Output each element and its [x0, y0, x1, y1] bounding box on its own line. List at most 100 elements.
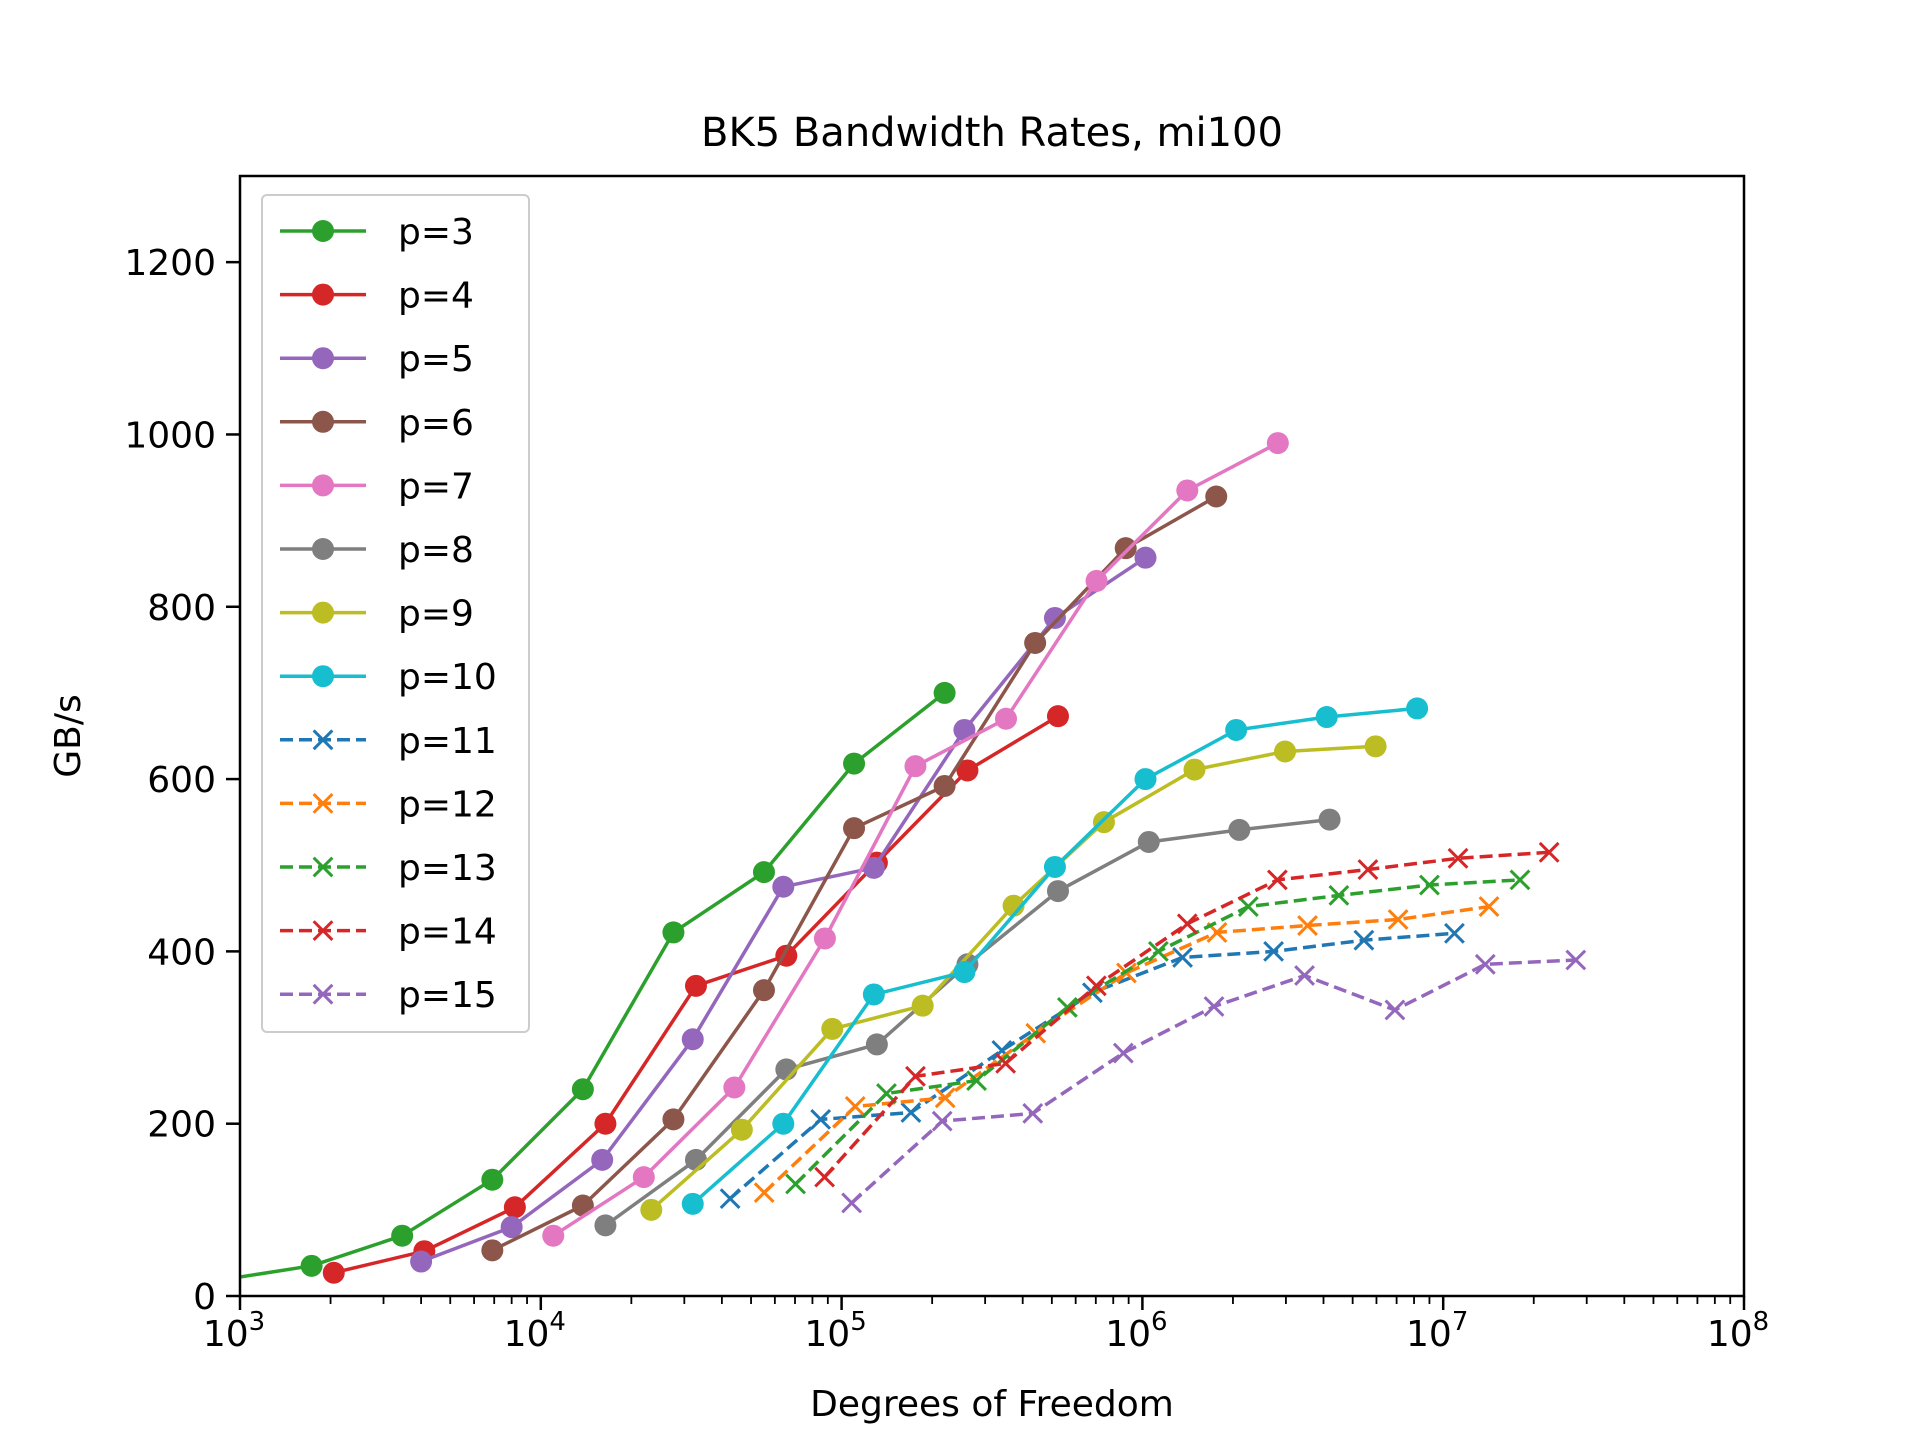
- data-point: [312, 729, 334, 751]
- legend-frame: [261, 194, 530, 1033]
- data-point: [905, 1065, 926, 1087]
- data-point: [662, 921, 685, 944]
- data-point: [1384, 999, 1406, 1021]
- data-point: [1509, 869, 1531, 891]
- legend-label: p=5: [398, 339, 474, 380]
- data-point: [1085, 975, 1107, 997]
- data-point: [814, 1166, 836, 1188]
- x-tick-base: 10: [203, 1314, 249, 1355]
- data-point: [591, 1148, 614, 1171]
- series-p-4: [322, 705, 1069, 1284]
- data-point: [933, 774, 956, 797]
- legend-label: p=11: [398, 721, 497, 762]
- data-point: [966, 1070, 987, 1092]
- data-point: [1406, 697, 1429, 720]
- data-point: [312, 283, 334, 306]
- data-point: [632, 1166, 655, 1189]
- data-point: [772, 875, 795, 898]
- x-tick-exponent: 6: [1151, 1307, 1168, 1337]
- data-point: [1419, 874, 1440, 896]
- data-point: [862, 856, 885, 879]
- data-point: [752, 979, 775, 1002]
- data-point: [1565, 949, 1587, 971]
- data-point: [1353, 929, 1375, 951]
- legend: p=3 p=4 p=5 p=6 p=7 p=8 p=9 p=10 p=11 p=12 p=13 p=1…: [261, 194, 530, 1033]
- data-point: [1315, 706, 1338, 729]
- series-p-13: [785, 869, 1531, 1195]
- series-p-15: [841, 949, 1587, 1214]
- x-tick-base: 10: [1105, 1314, 1151, 1355]
- y-tick-label: 800: [147, 588, 216, 629]
- legend-label: p=15: [398, 975, 497, 1016]
- data-point: [312, 474, 334, 497]
- data-point: [865, 1033, 888, 1056]
- x-tick-label: 108: [1707, 1307, 1769, 1355]
- data-point: [1237, 896, 1259, 917]
- x-tick-label: 107: [1406, 1307, 1468, 1355]
- y-tick-label: 600: [147, 760, 216, 801]
- data-point: [1085, 569, 1108, 592]
- data-point: [1294, 965, 1315, 986]
- x-tick-base: 10: [804, 1314, 850, 1355]
- series-p-14: [814, 841, 1560, 1188]
- legend-label: p=3: [398, 212, 474, 253]
- x-tick-label: 105: [804, 1307, 866, 1355]
- data-point: [1318, 808, 1341, 831]
- data-point: [1046, 705, 1069, 728]
- data-point: [1444, 922, 1465, 944]
- data-point: [1134, 546, 1157, 569]
- data-point: [1538, 841, 1560, 863]
- data-point: [995, 707, 1018, 730]
- x-axis-label: Degrees of Freedom: [810, 1384, 1174, 1425]
- data-point: [723, 1076, 746, 1099]
- y-tick-label: 1200: [124, 243, 216, 284]
- y-axis-label: GB/s: [48, 694, 89, 777]
- data-point: [1092, 811, 1115, 834]
- data-point: [1478, 896, 1500, 917]
- legend-label: p=9: [398, 594, 474, 635]
- data-point: [684, 1148, 707, 1171]
- data-point: [312, 601, 334, 624]
- data-point: [681, 1192, 704, 1215]
- data-point: [1474, 953, 1496, 975]
- legend-label: p=7: [398, 466, 474, 507]
- data-point: [1447, 847, 1469, 869]
- data-point: [1205, 485, 1228, 508]
- data-point: [752, 861, 775, 884]
- data-point: [481, 1168, 504, 1191]
- x-tick-exponent: 4: [549, 1307, 566, 1337]
- data-point: [312, 220, 334, 242]
- data-point: [1357, 859, 1379, 880]
- legend-label: p=13: [398, 848, 497, 889]
- x-tick-exponent: 3: [249, 1307, 266, 1337]
- data-point: [821, 1017, 844, 1040]
- data-point: [933, 681, 956, 704]
- data-point: [571, 1078, 594, 1101]
- data-point: [1043, 606, 1066, 629]
- data-point: [662, 1108, 685, 1131]
- data-point: [391, 1224, 414, 1247]
- series-layer: [240, 432, 1587, 1284]
- data-point: [594, 1112, 617, 1135]
- y-tick-label: 200: [147, 1105, 216, 1146]
- data-point: [312, 538, 334, 560]
- data-point: [1043, 855, 1066, 878]
- data-point: [1046, 880, 1069, 903]
- x-tick-exponent: 7: [1452, 1307, 1469, 1337]
- legend-label: p=6: [398, 403, 474, 444]
- data-point: [1112, 1042, 1134, 1064]
- legend-label: p=10: [398, 657, 497, 698]
- series-line: [762, 904, 1490, 1194]
- data-point: [312, 665, 334, 688]
- data-point: [503, 1196, 526, 1219]
- data-point: [841, 1192, 863, 1214]
- data-point: [481, 1239, 504, 1262]
- data-point: [953, 718, 976, 741]
- data-point: [730, 1118, 753, 1141]
- data-point: [810, 1108, 832, 1130]
- plot-frame: [238, 174, 1746, 1298]
- chart-title: BK5 Bandwidth Rates, mi100: [701, 110, 1283, 156]
- data-point: [542, 1224, 565, 1247]
- x-tick-base: 10: [504, 1314, 550, 1355]
- data-point: [1203, 996, 1225, 1017]
